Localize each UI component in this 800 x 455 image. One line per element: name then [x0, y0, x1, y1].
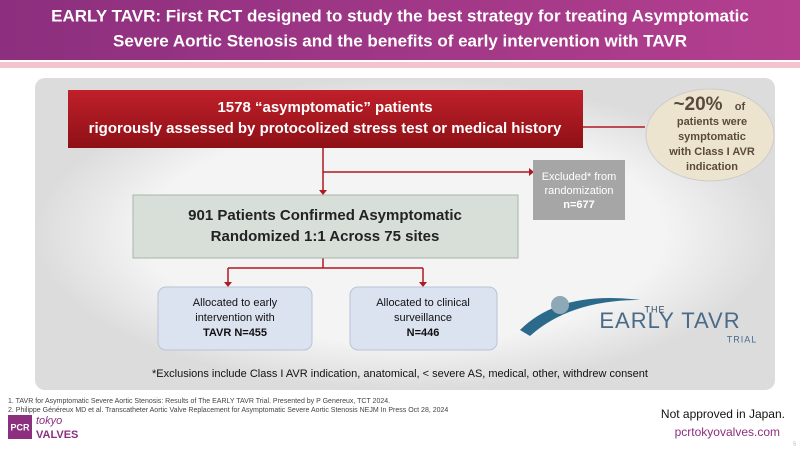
node-bold: N=446: [407, 327, 440, 339]
brand-valves: VALVES: [36, 429, 78, 441]
node-big: ~20%: [673, 94, 722, 115]
node-text: surveillance: [394, 312, 452, 324]
node-text: Excluded* from: [542, 171, 617, 183]
randomized-box: [132, 194, 519, 259]
node-text: Allocated to clinical: [376, 297, 470, 309]
node-text: patients were: [677, 116, 747, 128]
excluded-box: [533, 160, 625, 220]
node-bold: n=677: [563, 199, 595, 211]
node-text: intervention with: [195, 312, 275, 324]
header-band: [0, 0, 800, 60]
node-bold: TAVR N=455: [203, 327, 267, 339]
node-text: 901 Patients Confirmed Asymptomatic: [188, 207, 462, 224]
node-text: indication: [686, 161, 738, 173]
footnote: *Exclusions include Class I AVR indicati…: [152, 368, 648, 380]
node-text: rigorously assessed by protocolized stre…: [89, 120, 562, 137]
node-text: 1578 “asymptomatic” patients: [217, 99, 432, 116]
node-text: Randomized 1:1 Across 75 sites: [211, 228, 440, 245]
logo-mark: [520, 296, 640, 336]
tavr-box: [157, 286, 313, 351]
logo-bottom: TRIAL: [727, 334, 758, 344]
node-text: with Class I AVR: [668, 146, 755, 158]
connectors: [227, 126, 645, 283]
page-number: 5: [793, 441, 796, 447]
symptomatic-ellipse: [645, 88, 775, 182]
surveillance-box: [349, 286, 498, 351]
node-text: Allocated to early: [193, 297, 278, 309]
title-line: EARLY TAVR: First RCT designed to study …: [51, 6, 749, 25]
arrowheads: [224, 168, 534, 287]
logo-top: THE: [645, 304, 666, 314]
website: pcrtokyovalves.com: [675, 425, 780, 439]
header-stripe: [0, 62, 800, 68]
disclaimer: Not approved in Japan.: [661, 407, 785, 421]
logo-main: EARLY TAVR: [599, 308, 740, 333]
node-small: of: [735, 101, 746, 113]
reference: 2. Philippe Généreux MD et al. Transcath…: [8, 407, 448, 414]
pcr-logo-box: [8, 415, 32, 439]
total-box: [68, 90, 583, 148]
title-line: Severe Aortic Stenosis and the benefits …: [113, 31, 687, 50]
node-text: randomization: [544, 185, 613, 197]
brand-tokyo: tokyo: [36, 415, 62, 427]
node-text: symptomatic: [678, 131, 746, 143]
reference: 1. TAVR for Asymptomatic Severe Aortic S…: [8, 398, 390, 405]
brand-pcr: PCR: [10, 422, 30, 432]
